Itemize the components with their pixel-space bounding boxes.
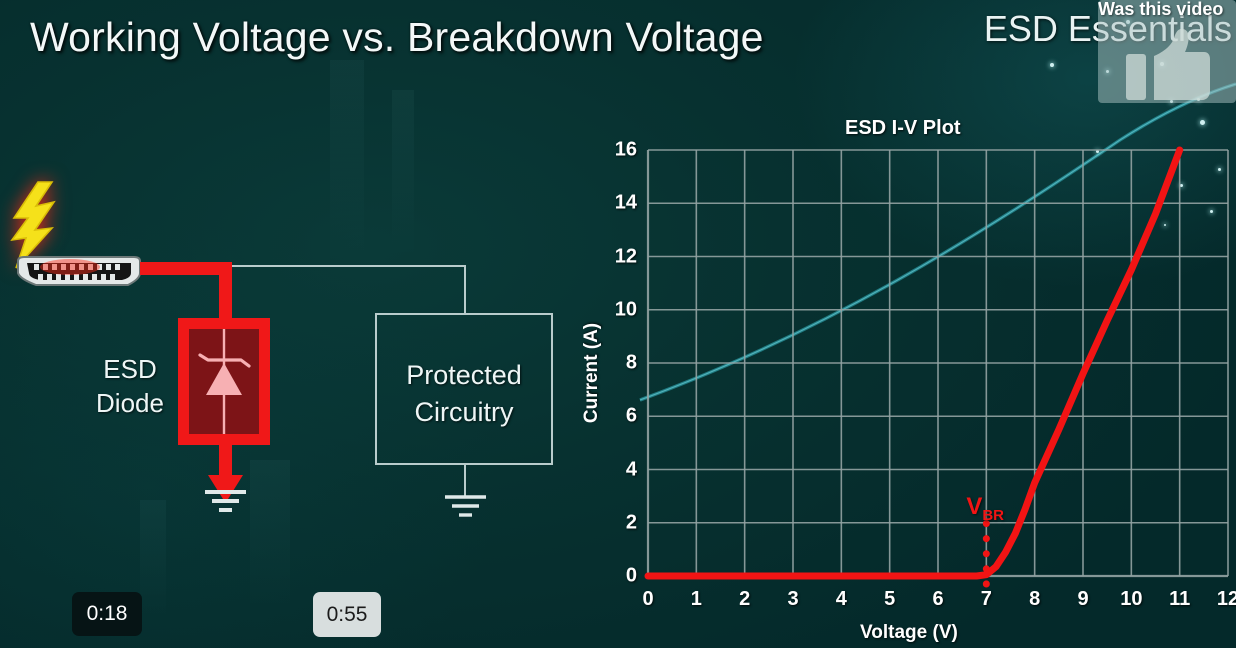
lightning-bolt-icon bbox=[10, 181, 56, 269]
background-streak-3 bbox=[250, 460, 290, 610]
y-axis-tick-label: 12 bbox=[614, 245, 637, 267]
esd-diode-box bbox=[178, 318, 270, 445]
breakdown-voltage-label-main: V bbox=[966, 493, 983, 521]
x-axis-tick-label: 11 bbox=[1169, 588, 1191, 610]
y-axis-tick-label: 6 bbox=[625, 404, 637, 427]
timestamp-current-badge[interactable]: 0:18 bbox=[72, 592, 142, 636]
wire-signal-vertical bbox=[464, 265, 466, 315]
esd-diode-label-line1: ESD bbox=[103, 354, 157, 384]
background-streak-2 bbox=[392, 90, 414, 260]
breakdown-voltage-label-sub: BR bbox=[982, 506, 1005, 524]
wire-diode-to-ground bbox=[219, 441, 232, 483]
timestamp-total-badge[interactable]: 0:55 bbox=[313, 592, 381, 637]
x-axis-tick-label: 1 bbox=[690, 588, 702, 610]
hdmi-connector-icon bbox=[17, 256, 141, 286]
x-axis-tick-label: 2 bbox=[739, 588, 751, 610]
page-title: Working Voltage vs. Breakdown Voltage bbox=[30, 14, 764, 60]
esd-diode-label-line2: Diode bbox=[96, 388, 164, 418]
y-axis-tick-label: 10 bbox=[614, 298, 637, 321]
x-axis-tick-label: 7 bbox=[980, 588, 992, 610]
esd-diode-label: ESD Diode bbox=[88, 352, 172, 420]
y-axis-tick-label: 2 bbox=[625, 511, 637, 534]
chart-title: ESD I-V Plot bbox=[845, 117, 961, 139]
wire-protected-to-ground bbox=[464, 463, 466, 496]
x-axis-tick-label: 0 bbox=[642, 588, 654, 610]
breakdown-voltage-label: VBR bbox=[966, 493, 1004, 524]
wire-node-to-diode bbox=[219, 262, 232, 322]
protected-label-line1: Protected bbox=[406, 360, 522, 390]
x-axis-tick-label: 8 bbox=[1029, 588, 1041, 610]
plot-area bbox=[644, 146, 1229, 588]
y-axis-tick-label: 14 bbox=[614, 191, 637, 214]
survey-question: Was this video bbox=[1098, 0, 1224, 19]
sparkle bbox=[1050, 63, 1054, 67]
x-axis-tick-label: 10 bbox=[1120, 588, 1143, 610]
wire-ground-arrow bbox=[208, 475, 243, 503]
y-axis-tick-label: 0 bbox=[625, 564, 637, 587]
thumbs-up-icon[interactable] bbox=[1126, 28, 1210, 100]
x-axis-tick-label: 4 bbox=[835, 588, 847, 610]
ground-icon bbox=[445, 495, 486, 517]
x-axis-tick-label: 5 bbox=[884, 588, 896, 610]
y-axis-tick-label: 4 bbox=[625, 458, 637, 480]
tvs-diode-symbol-icon bbox=[198, 329, 251, 434]
survey-overlay[interactable]: Was this video bbox=[1098, 0, 1236, 103]
background-streak-4 bbox=[140, 500, 166, 620]
protected-label-line2: Circuitry bbox=[414, 397, 514, 427]
x-axis-tick-label: 9 bbox=[1077, 588, 1089, 610]
x-axis-tick-label: 3 bbox=[787, 588, 799, 610]
protected-circuitry-box: Protected Circuitry bbox=[375, 313, 553, 465]
protected-circuitry-label: Protected Circuitry bbox=[377, 357, 551, 431]
x-axis-tick-label: 12 bbox=[1216, 588, 1236, 610]
x-axis-tick-label: 6 bbox=[932, 588, 944, 610]
x-axis-label: Voltage (V) bbox=[860, 622, 958, 643]
wire-connector-to-node bbox=[140, 262, 232, 275]
ground-icon bbox=[205, 490, 246, 512]
wire-signal-horizontal bbox=[232, 265, 466, 267]
background-streak-1 bbox=[330, 60, 364, 270]
y-axis-tick-label: 16 bbox=[614, 138, 637, 161]
y-axis-tick-label: 8 bbox=[625, 351, 637, 374]
